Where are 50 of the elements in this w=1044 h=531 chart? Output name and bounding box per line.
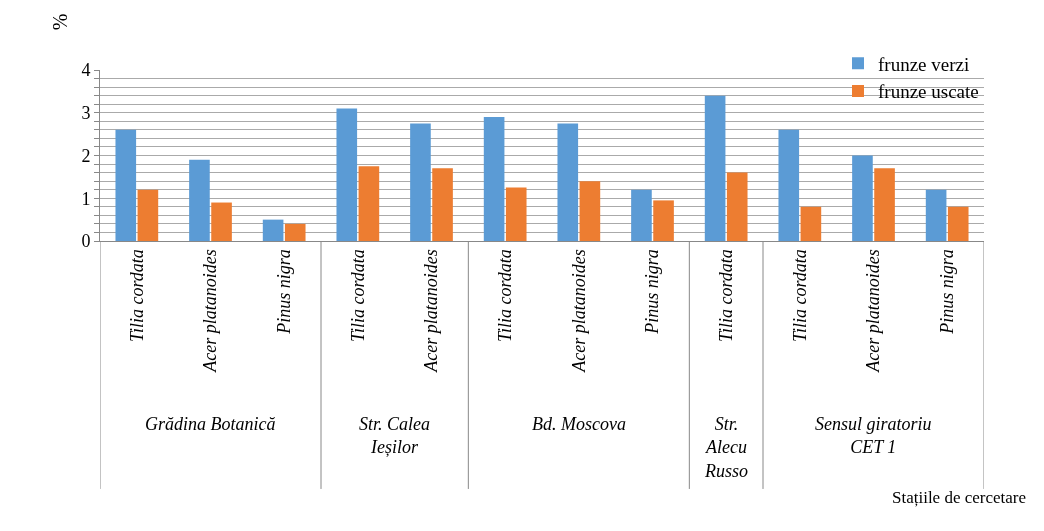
y-tick-label: 0 (81, 231, 91, 252)
bar (800, 206, 822, 241)
bar (925, 189, 947, 241)
bar (704, 95, 726, 241)
bar (483, 117, 505, 241)
text: Bd. Moscova (532, 414, 626, 434)
bar (653, 200, 674, 241)
legend-label: frunze verzi (878, 53, 970, 75)
x-tick-label: Tilia cordata (347, 249, 368, 343)
bar (189, 159, 210, 241)
x-tick-label: Acer platanoides (863, 249, 884, 373)
x-tick-label: Acer platanoides (568, 249, 589, 373)
text: Sensul giratoriu CET 1 (815, 414, 932, 458)
bar (947, 206, 969, 241)
x-tick-label: Pinus nigra (274, 249, 295, 335)
x-tick-label: Tilia cordata (716, 249, 737, 343)
bar (852, 155, 873, 241)
bar (284, 223, 306, 241)
bar (579, 181, 601, 241)
text: Grădina Botanică (145, 414, 276, 434)
x-tick-label: Pinus nigra (642, 249, 663, 335)
x-tick-label: Pinus nigra (937, 249, 958, 335)
text: Str. Calea Ieșilor (359, 414, 431, 458)
x-tick-label: Tilia cordata (126, 249, 147, 343)
bar (726, 172, 748, 241)
bar (778, 129, 800, 241)
y-tick-label: 3 (81, 103, 91, 124)
y-axis-title: % (49, 13, 72, 31)
y-tick-label: 4 (81, 60, 91, 81)
bar (505, 187, 527, 241)
x-tick-label: Tilia cordata (495, 249, 516, 343)
bar (262, 219, 284, 241)
legend-label: frunze uscate (878, 81, 979, 103)
bar (557, 123, 579, 241)
y-tick-label: 2 (81, 145, 91, 166)
x-tick-label: Acer platanoides (421, 249, 442, 373)
bar (432, 168, 453, 241)
bar (874, 168, 895, 241)
x-tick-label: Acer platanoides (200, 249, 221, 373)
bar (137, 189, 159, 241)
bar (358, 166, 380, 241)
y-tick-label: 1 (81, 188, 91, 209)
bar (631, 189, 652, 241)
x-tick-label: Tilia cordata (789, 249, 810, 343)
bar (336, 108, 358, 241)
bar (211, 202, 232, 241)
text: Str. Alecu Russo (704, 414, 749, 481)
bar (410, 123, 431, 241)
text: Stațiile de cercetare (892, 488, 1027, 507)
bar (115, 129, 137, 241)
